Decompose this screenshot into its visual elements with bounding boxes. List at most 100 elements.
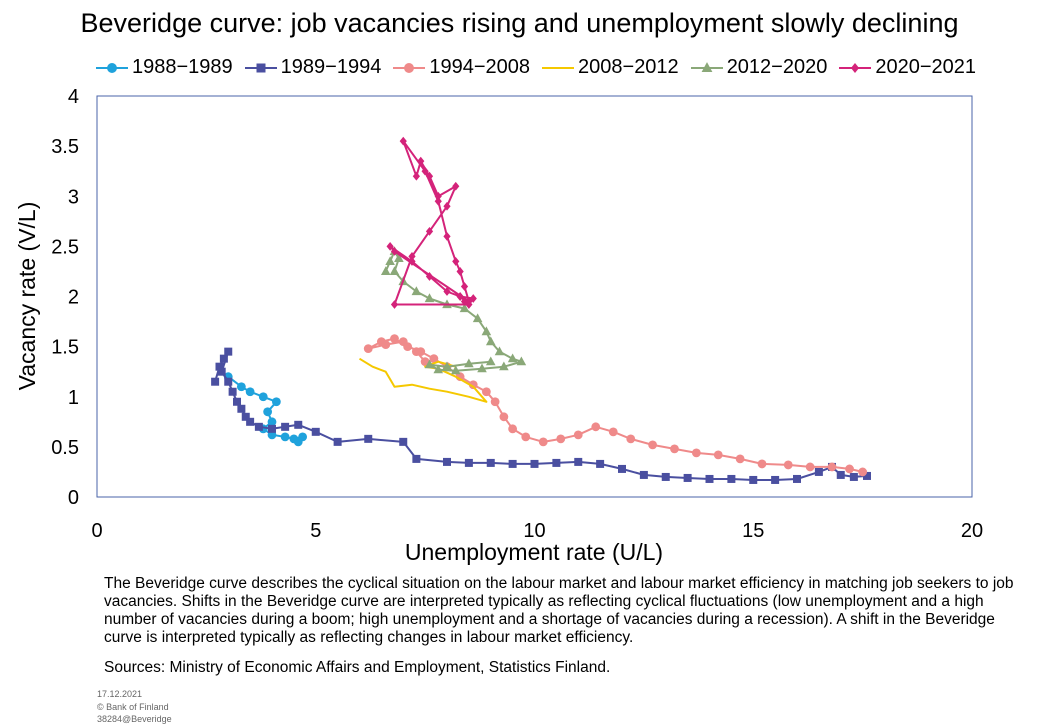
data-point [245,387,255,397]
data-point [399,437,408,446]
data-point [442,361,452,371]
data-point [814,467,823,476]
data-point [408,252,416,261]
data-point [670,444,679,454]
legend-item: 1994−2008 [393,56,530,79]
data-point [490,397,500,407]
data-point [858,467,868,477]
data-point [236,382,246,392]
x-tick-label: 20 [961,520,983,542]
data-point [281,422,290,431]
y-tick-label: 1 [68,387,79,409]
data-point [389,266,400,276]
data-point [246,417,255,426]
data-point [215,362,224,371]
data-point [485,336,496,346]
data-point [425,226,434,236]
data-point [237,404,246,413]
data-point [460,282,469,291]
data-point [608,427,618,437]
data-point [486,458,495,467]
x-tick-label: 0 [91,520,102,542]
data-point [241,412,250,421]
data-point [793,474,801,483]
data-point [363,344,373,354]
data-point [845,464,854,474]
chart-title: Beveridge curve: job vacancies rising an… [80,8,959,38]
series-0 [223,372,308,447]
data-point [639,470,648,479]
series-line [214,350,868,481]
data-point [556,434,566,444]
y-tick-label: 0.5 [51,437,79,459]
data-point [827,462,837,472]
data-point [443,457,451,466]
data-point [394,253,404,263]
legend-swatch [393,62,426,73]
data-point [412,454,421,463]
data-point [424,293,435,303]
data-point [521,432,531,442]
data-point [429,354,439,364]
data-point [411,347,421,357]
data-point [381,340,391,350]
data-point [364,434,373,443]
y-tick-label: 3.5 [51,136,79,158]
footer-code: 38284@Beveridge [97,714,172,724]
y-tick-label: 2 [68,287,79,309]
y-tick-label: 0 [68,487,79,509]
legend-item: 1988−1989 [96,56,233,79]
data-point [390,334,399,344]
data-point [648,440,658,450]
data-point [293,437,303,447]
data-point [472,313,483,323]
data-point [481,387,491,397]
data-point [849,472,858,481]
y-tick-label: 3 [68,186,79,208]
data-point [705,474,714,483]
x-axis-label: Unemployment rate (U/L) [405,539,663,565]
data-point [713,450,723,460]
data-point [499,361,509,371]
data-point [399,136,407,146]
legend-label: 2008−2012 [578,56,679,78]
series-5 [386,136,477,309]
data-point [267,417,277,427]
legend-item: 2020−2021 [839,56,976,79]
legend-label: 1989−1994 [280,56,382,78]
data-point [412,171,420,181]
data-point [425,272,434,281]
legend-item: 1989−1994 [244,56,382,79]
data-point [494,346,505,356]
y-tick-label: 4 [68,86,79,108]
data-point [263,407,273,417]
legend-label: 2020−2021 [875,56,977,78]
legend: 1988−1989 1989−1994 1994−2008 2008−2012 2012… [96,56,988,79]
data-point [390,246,399,256]
data-point [863,471,871,480]
data-point [691,448,701,458]
legend-swatch [96,62,128,73]
x-tick-labels: 0 5 10 15 20 [91,520,983,542]
data-point [434,191,442,201]
data-point [683,473,692,482]
data-point [233,397,241,406]
data-point [380,266,391,276]
legend-label: 1988−1989 [132,56,233,78]
data-point [727,474,736,483]
data-point [591,422,601,432]
series-line [389,140,475,306]
data-point [228,387,237,396]
data-point [390,300,399,309]
legend-swatch [690,61,723,72]
data-point [398,337,408,347]
data-point [271,397,281,407]
data-point [450,365,461,375]
legend-item: 2008−2012 [542,56,679,79]
data-point [294,420,303,429]
legend-swatch [542,66,575,69]
data-point [481,326,492,336]
y-tick-label: 1.5 [51,337,79,359]
data-point [219,354,228,363]
data-point [408,257,416,266]
